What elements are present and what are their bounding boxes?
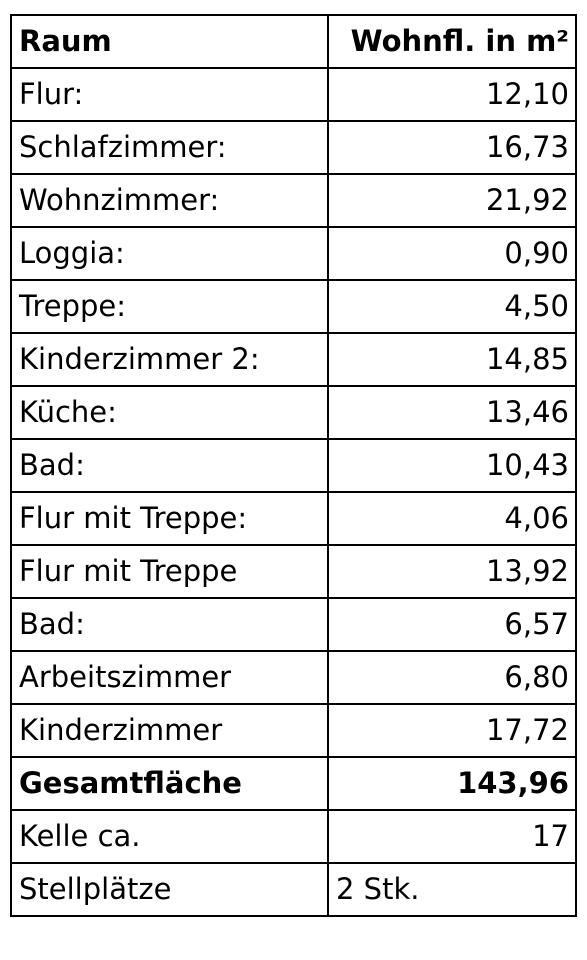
room-name-cell: Wohnzimmer: [10, 173, 329, 228]
table-row: Loggia: 0,90 [10, 226, 577, 281]
room-name-cell: Flur mit Treppe [10, 544, 329, 599]
table-row: Stellplätze 2 Stk. [10, 862, 577, 917]
table-row: Kelle ca. 17 [10, 809, 577, 864]
total-row: Gesamtfläche 143,96 [10, 756, 577, 811]
room-area-table: Raum Wohnfl. in m² Flur: 12,10 Schlafzimme… [10, 14, 577, 917]
header-room: Raum [10, 14, 329, 69]
table-row: Kinderzimmer 2: 14,85 [10, 332, 577, 387]
area-value-cell: 16,73 [327, 120, 577, 175]
table-row: Treppe: 4,50 [10, 279, 577, 334]
table-row: Küche: 13,46 [10, 385, 577, 440]
table-row: Kinderzimmer 17,72 [10, 703, 577, 758]
room-name-cell: Küche: [10, 385, 329, 440]
area-value-cell: 4,50 [327, 279, 577, 334]
area-value-cell: 0,90 [327, 226, 577, 281]
room-name-cell: Flur mit Treppe: [10, 491, 329, 546]
area-value-cell: 6,80 [327, 650, 577, 705]
area-value-cell: 10,43 [327, 438, 577, 493]
area-value-cell: 17,72 [327, 703, 577, 758]
room-name-cell: Bad: [10, 438, 329, 493]
room-name-cell: Kinderzimmer [10, 703, 329, 758]
room-name-cell: Stellplätze [10, 862, 329, 917]
table-row: Flur mit Treppe: 4,06 [10, 491, 577, 546]
area-value-cell: 13,46 [327, 385, 577, 440]
area-value-cell: 6,57 [327, 597, 577, 652]
table-row: Bad: 10,43 [10, 438, 577, 493]
table-row: Wohnzimmer: 21,92 [10, 173, 577, 228]
table-row: Bad: 6,57 [10, 597, 577, 652]
room-name-cell: Kelle ca. [10, 809, 329, 864]
room-name-cell: Bad: [10, 597, 329, 652]
room-name-cell: Loggia: [10, 226, 329, 281]
area-value-cell: 13,92 [327, 544, 577, 599]
area-value-cell: 2 Stk. [327, 862, 577, 917]
room-name-cell: Kinderzimmer 2: [10, 332, 329, 387]
header-area: Wohnfl. in m² [327, 14, 577, 69]
table-row: Flur: 12,10 [10, 67, 577, 122]
room-name-cell: Treppe: [10, 279, 329, 334]
table-header-row: Raum Wohnfl. in m² [10, 14, 577, 69]
area-value-cell: 14,85 [327, 332, 577, 387]
room-name-cell: Schlafzimmer: [10, 120, 329, 175]
area-value-cell: 12,10 [327, 67, 577, 122]
table-row: Schlafzimmer: 16,73 [10, 120, 577, 175]
table-body: Raum Wohnfl. in m² Flur: 12,10 Schlafzimme… [10, 14, 577, 917]
room-name-cell: Flur: [10, 67, 329, 122]
area-value-cell: 21,92 [327, 173, 577, 228]
room-name-cell: Arbeitszimmer [10, 650, 329, 705]
area-value-cell: 4,06 [327, 491, 577, 546]
area-value-cell: 143,96 [327, 756, 577, 811]
table-row: Arbeitszimmer 6,80 [10, 650, 577, 705]
room-name-cell: Gesamtfläche [10, 756, 329, 811]
area-value-cell: 17 [327, 809, 577, 864]
table-row: Flur mit Treppe 13,92 [10, 544, 577, 599]
